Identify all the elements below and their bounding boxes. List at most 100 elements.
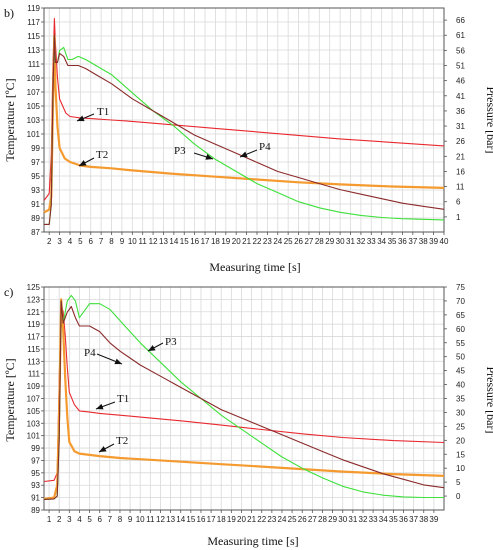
x-tick-label: 27 bbox=[304, 237, 313, 246]
panel-label: c) bbox=[4, 285, 13, 299]
x-tick-label: 37 bbox=[408, 237, 417, 246]
y-right-tick-label: 56 bbox=[456, 46, 465, 55]
y-left-tick-label: 93 bbox=[31, 481, 40, 490]
y-right-tick-label: 45 bbox=[456, 367, 465, 376]
x-tick-label: 28 bbox=[315, 237, 324, 246]
annotation-arrow bbox=[239, 149, 258, 158]
y-right-tick-label: 55 bbox=[456, 339, 465, 348]
x-tick-label: 13 bbox=[166, 515, 175, 524]
x-tick-label: 3 bbox=[67, 515, 72, 524]
y-right-tick-label: 65 bbox=[456, 311, 465, 320]
y-left-tick-label: 89 bbox=[31, 214, 40, 223]
y-right-tick-label: 70 bbox=[456, 297, 465, 306]
x-tick-label: 15 bbox=[180, 237, 189, 246]
y-left-tick-label: 99 bbox=[31, 444, 40, 453]
x-tick-label: 25 bbox=[284, 237, 293, 246]
x-tick-label: 5 bbox=[78, 237, 83, 246]
x-tick-label: 4 bbox=[68, 237, 73, 246]
y-left-tick-label: 125 bbox=[27, 283, 41, 292]
x-tick-label: 32 bbox=[359, 515, 368, 524]
y-left-tick-label: 93 bbox=[31, 186, 40, 195]
y-left-tick-label: 91 bbox=[31, 200, 40, 209]
x-tick-label: 29 bbox=[328, 515, 337, 524]
y-right-tick-label: 11 bbox=[456, 183, 465, 192]
y-left-tick-label: 113 bbox=[27, 357, 40, 366]
annotation-arrow bbox=[147, 342, 164, 352]
x-tick-label: 3 bbox=[57, 237, 62, 246]
y-left-axis-label: Temperature [ºC] bbox=[3, 78, 17, 161]
x-tick-label: 33 bbox=[367, 237, 376, 246]
series-line-p4 bbox=[43, 300, 445, 500]
y-left-tick-label: 121 bbox=[27, 308, 41, 317]
x-tick-label: 5 bbox=[87, 515, 92, 524]
x-tick-label: 12 bbox=[156, 515, 165, 524]
y-right-axis-ticks: 0 5 10 15 20 25 30 35 40 45 50 55 60 65 70 75 bbox=[444, 283, 465, 501]
x-tick-label: 35 bbox=[389, 515, 398, 524]
x-tick-label: 14 bbox=[169, 237, 178, 246]
x-tick-label: 6 bbox=[97, 515, 102, 524]
y-left-tick-label: 123 bbox=[27, 295, 41, 304]
x-tick-label: 22 bbox=[253, 237, 262, 246]
annotation-label-p3: P3 bbox=[165, 336, 177, 348]
x-tick-label: 39 bbox=[429, 515, 438, 524]
y-right-tick-label: 6 bbox=[456, 198, 461, 207]
x-tick-label: 19 bbox=[227, 515, 236, 524]
x-axis-label: Measuring time [s] bbox=[207, 534, 298, 548]
annotation-arrow bbox=[78, 157, 95, 167]
y-right-tick-label: 41 bbox=[456, 92, 465, 101]
x-tick-label: 36 bbox=[399, 515, 408, 524]
x-tick-label: 18 bbox=[211, 237, 220, 246]
x-tick-label: 16 bbox=[197, 515, 206, 524]
annotation-label-t1: T1 bbox=[117, 393, 129, 405]
y-left-tick-label: 109 bbox=[27, 382, 41, 391]
x-tick-label: 12 bbox=[149, 237, 158, 246]
x-tick-label: 26 bbox=[298, 515, 307, 524]
x-tick-label: 31 bbox=[346, 237, 355, 246]
x-tick-label: 20 bbox=[232, 237, 241, 246]
x-tick-label: 20 bbox=[237, 515, 246, 524]
annotations: T1 T2 P3 P4 bbox=[76, 106, 271, 167]
x-tick-label: 23 bbox=[263, 237, 272, 246]
y-left-tick-label: 103 bbox=[27, 419, 41, 428]
y-left-tick-label: 97 bbox=[31, 158, 40, 167]
y-left-tick-label: 111 bbox=[28, 60, 41, 69]
y-left-tick-label: 111 bbox=[28, 370, 41, 379]
y-right-tick-label: 36 bbox=[456, 107, 465, 116]
annotation-label-t2: T2 bbox=[96, 149, 108, 161]
y-right-tick-label: 50 bbox=[456, 353, 465, 362]
annotation-arrow bbox=[193, 152, 214, 160]
y-left-tick-label: 115 bbox=[27, 345, 40, 354]
x-tick-label: 34 bbox=[379, 515, 388, 524]
series-group bbox=[43, 294, 445, 500]
x-tick-label: 2 bbox=[57, 515, 62, 524]
x-tick-label: 21 bbox=[242, 237, 251, 246]
x-tick-label: 24 bbox=[273, 237, 282, 246]
y-left-tick-label: 101 bbox=[27, 130, 41, 139]
x-tick-label: 28 bbox=[318, 515, 327, 524]
x-tick-label: 2 bbox=[47, 237, 52, 246]
series-line-p4 bbox=[44, 34, 445, 225]
x-tick-label: 22 bbox=[257, 515, 266, 524]
x-tick-label: 32 bbox=[356, 237, 365, 246]
annotation-arrow bbox=[76, 113, 95, 122]
y-right-tick-label: 75 bbox=[456, 283, 465, 292]
x-axis-ticks: 2 3 4 5 6 7 8 9 10 11 12 13 14 15 16 17 18 19 20 21 22 23 24 25… bbox=[47, 232, 449, 246]
y-left-tick-label: 115 bbox=[27, 32, 40, 41]
y-right-tick-label: 15 bbox=[456, 450, 465, 459]
x-tick-label: 31 bbox=[348, 515, 357, 524]
y-right-tick-label: 16 bbox=[456, 167, 465, 176]
annotation-label-p4: P4 bbox=[259, 141, 271, 153]
y-left-axis-ticks: 87 89 91 93 95 97 99 101 103 105 107 109 111 113 115 11… bbox=[27, 4, 44, 237]
x-tick-label: 18 bbox=[217, 515, 226, 524]
y-right-tick-label: 30 bbox=[456, 408, 465, 417]
x-tick-label: 33 bbox=[369, 515, 378, 524]
y-left-tick-label: 101 bbox=[27, 432, 41, 441]
y-right-tick-label: 66 bbox=[456, 16, 465, 25]
x-tick-label: 11 bbox=[146, 515, 155, 524]
x-tick-label: 39 bbox=[429, 237, 438, 246]
y-right-tick-label: 26 bbox=[456, 137, 465, 146]
y-left-tick-label: 95 bbox=[31, 469, 40, 478]
y-right-tick-label: 35 bbox=[456, 395, 465, 404]
x-tick-label: 38 bbox=[419, 237, 428, 246]
